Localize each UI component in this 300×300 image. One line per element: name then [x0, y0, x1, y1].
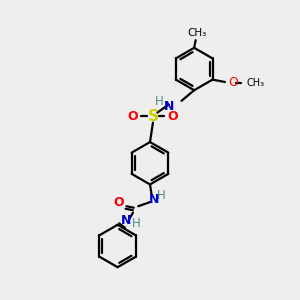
Text: H: H: [154, 95, 163, 108]
Text: N: N: [148, 193, 159, 206]
Text: H: H: [131, 217, 140, 230]
Text: CH₃: CH₃: [246, 78, 265, 88]
Text: H: H: [157, 189, 165, 202]
Text: N: N: [121, 214, 131, 227]
Text: O: O: [127, 110, 138, 123]
Text: S: S: [147, 109, 158, 124]
Text: O: O: [228, 76, 238, 89]
Text: CH₃: CH₃: [188, 28, 207, 38]
Text: N: N: [164, 100, 174, 113]
Text: O: O: [167, 110, 178, 123]
Text: O: O: [113, 196, 124, 209]
